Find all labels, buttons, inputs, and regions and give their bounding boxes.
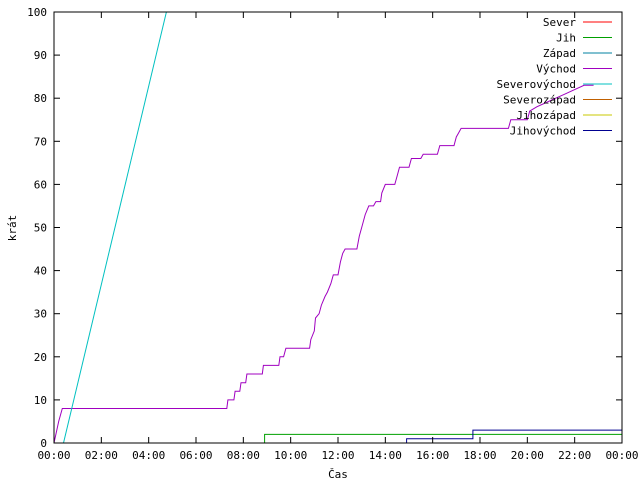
legend: Sever Jih Západ Východ Severovýchod Severozáp… bbox=[497, 16, 612, 138]
x-tick-label: 22:00 bbox=[558, 449, 591, 462]
series-line-Východ bbox=[53, 84, 594, 444]
y-tick-label: 80 bbox=[34, 92, 47, 105]
x-tick-label: 00:00 bbox=[605, 449, 638, 462]
legend-label: Severozápad bbox=[503, 94, 576, 107]
x-tick-label: 04:00 bbox=[132, 449, 165, 462]
y-tick-label: 20 bbox=[34, 351, 47, 364]
y-tick-label: 40 bbox=[34, 265, 47, 278]
y-axis-label: krát bbox=[6, 215, 19, 242]
x-tick-label: 02:00 bbox=[85, 449, 118, 462]
ticks-layer: 00:00 02:00 04:00 06:00 08:00 10:00 12:00 14:00… bbox=[27, 6, 638, 462]
x-tick-label: 20:00 bbox=[511, 449, 544, 462]
x-tick-label: 08:00 bbox=[227, 449, 260, 462]
series-layer bbox=[53, 11, 622, 444]
x-axis-label: Čas bbox=[328, 468, 348, 480]
y-tick-label: 10 bbox=[34, 394, 47, 407]
legend-label: Jihovýchod bbox=[510, 125, 576, 138]
y-tick-label: 60 bbox=[34, 178, 47, 191]
y-tick-label: 50 bbox=[34, 222, 47, 235]
x-tick-label: 12:00 bbox=[321, 449, 354, 462]
x-tick-label: 00:00 bbox=[37, 449, 70, 462]
legend-label: Severovýchod bbox=[497, 78, 576, 91]
y-tick-label: 100 bbox=[27, 6, 47, 19]
legend-label: Západ bbox=[543, 47, 576, 60]
y-tick-label: 70 bbox=[34, 135, 47, 148]
y-tick-label: 90 bbox=[34, 49, 47, 62]
legend-label: Sever bbox=[543, 16, 576, 29]
x-tick-label: 16:00 bbox=[416, 449, 449, 462]
plot-area-frame bbox=[53, 11, 623, 444]
y-tick-label: 30 bbox=[34, 308, 47, 321]
x-tick-label: 06:00 bbox=[179, 449, 212, 462]
y-tick-label: 0 bbox=[40, 437, 47, 450]
legend-label: Jihozápad bbox=[516, 109, 576, 122]
legend-label: Východ bbox=[536, 63, 576, 76]
x-tick-label: 18:00 bbox=[463, 449, 496, 462]
series-line-Severovýchod bbox=[63, 11, 167, 444]
x-tick-label: 14:00 bbox=[369, 449, 402, 462]
legend-label: Jih bbox=[556, 32, 576, 45]
x-tick-label: 10:00 bbox=[274, 449, 307, 462]
